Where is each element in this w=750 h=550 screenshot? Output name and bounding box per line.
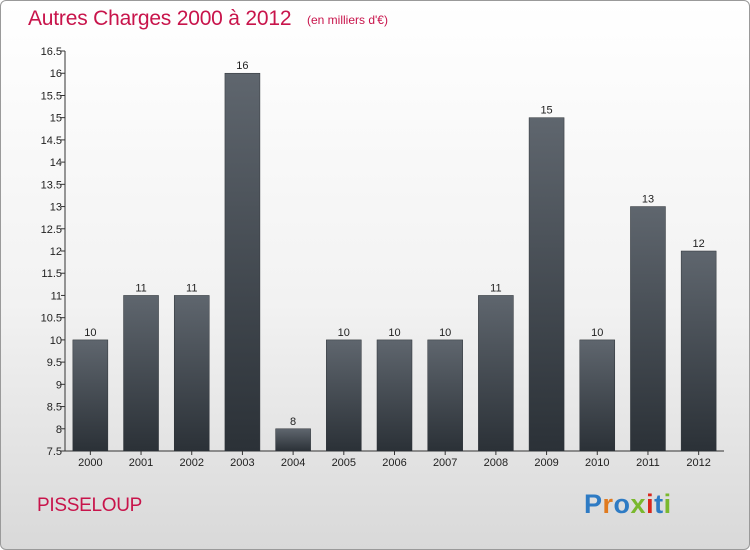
bar-value-label: 10 bbox=[84, 327, 96, 339]
bar-value-label: 13 bbox=[642, 194, 654, 206]
y-tick-label: 14 bbox=[50, 157, 62, 169]
bar-value-label: 8 bbox=[290, 416, 296, 428]
y-tick-label: 14.5 bbox=[41, 135, 62, 147]
bar-value-label: 10 bbox=[338, 327, 350, 339]
bar-value-label: 16 bbox=[236, 60, 248, 72]
x-tick-label: 2012 bbox=[686, 457, 710, 469]
logo-letter: o bbox=[613, 489, 631, 519]
x-tick-label: 2011 bbox=[636, 457, 660, 469]
bar bbox=[173, 295, 210, 452]
logo-letter: P bbox=[584, 489, 603, 519]
x-tick-label: 2004 bbox=[281, 457, 305, 469]
bar bbox=[123, 295, 159, 452]
bar bbox=[630, 206, 666, 452]
x-tick-label: 2002 bbox=[179, 457, 203, 469]
x-tick-label: 2003 bbox=[230, 457, 254, 469]
y-tick-label: 11.5 bbox=[41, 268, 62, 280]
y-tick-label: 16 bbox=[50, 68, 62, 80]
bar-value-label: 10 bbox=[439, 327, 451, 339]
y-tick-label: 11 bbox=[51, 290, 62, 302]
x-tick-label: 2010 bbox=[585, 457, 609, 469]
logo-letter: x bbox=[630, 489, 647, 519]
bar-value-label: 11 bbox=[490, 282, 501, 294]
bar bbox=[72, 339, 109, 452]
chart-title: Autres Charges 2000 à 2012 bbox=[28, 7, 292, 30]
y-tick-label: 15.5 bbox=[41, 90, 62, 102]
x-tick-label: 2001 bbox=[129, 457, 153, 469]
x-tick-label: 2008 bbox=[484, 457, 508, 469]
bar-value-label: 11 bbox=[135, 282, 146, 294]
y-tick-label: 13 bbox=[50, 202, 62, 214]
logo-letter: i bbox=[646, 489, 655, 519]
bar bbox=[427, 339, 463, 452]
bar bbox=[376, 339, 413, 452]
y-tick-label: 13.5 bbox=[41, 179, 62, 191]
y-tick-label: 12 bbox=[50, 246, 62, 258]
bar-value-label: 15 bbox=[540, 105, 552, 117]
bar bbox=[579, 339, 616, 452]
y-tick-label: 8 bbox=[56, 424, 62, 436]
bar-value-label: 12 bbox=[693, 238, 705, 250]
y-tick-label: 16.5 bbox=[41, 46, 62, 58]
x-tick-label: 2005 bbox=[332, 457, 356, 469]
bar-value-label: 11 bbox=[186, 282, 197, 294]
x-tick-label: 2009 bbox=[534, 457, 558, 469]
y-tick-label: 9 bbox=[56, 379, 62, 391]
y-tick-label: 12.5 bbox=[41, 224, 62, 236]
x-tick-label: 2006 bbox=[382, 457, 406, 469]
bar bbox=[224, 72, 261, 452]
chart-subtitle: (en milliers d'€) bbox=[307, 13, 388, 27]
logo-letter: r bbox=[602, 489, 614, 519]
bar-value-label: 10 bbox=[591, 327, 603, 339]
y-tick-label: 15 bbox=[50, 113, 62, 125]
x-tick-label: 2007 bbox=[433, 457, 457, 469]
bar bbox=[478, 295, 514, 452]
logo-letter: i bbox=[663, 489, 672, 519]
bar bbox=[528, 117, 565, 452]
x-tick-label: 2000 bbox=[78, 457, 102, 469]
y-tick-label: 10.5 bbox=[41, 313, 62, 325]
bar-value-label: 10 bbox=[388, 327, 400, 339]
y-tick-label: 9.5 bbox=[47, 357, 62, 369]
commune-name: PISSELOUP bbox=[37, 495, 143, 516]
y-tick-label: 8.5 bbox=[47, 402, 62, 414]
logo-letter: t bbox=[654, 489, 664, 519]
bar bbox=[680, 250, 717, 452]
y-tick-label: 7.5 bbox=[47, 446, 62, 458]
bar bbox=[275, 428, 311, 452]
proxiti-logo[interactable]: Proxiti bbox=[584, 489, 672, 520]
y-tick-label: 10 bbox=[50, 335, 62, 347]
bar bbox=[326, 339, 362, 452]
